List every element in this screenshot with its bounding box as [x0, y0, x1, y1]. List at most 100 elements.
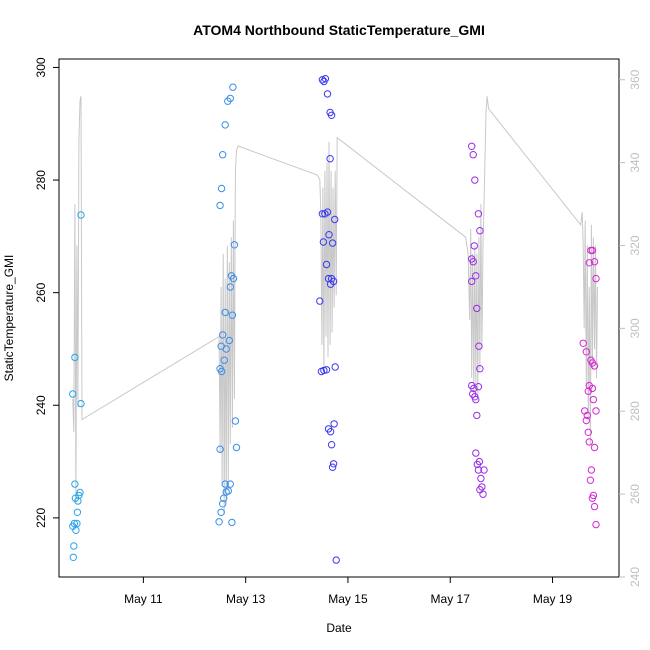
- scatter-point: [588, 384, 597, 393]
- scatter-point: [216, 445, 224, 453]
- scatter-point: [590, 258, 599, 266]
- scatter-point: [232, 443, 241, 452]
- scatter-point: [316, 297, 324, 305]
- scatter-point: [69, 390, 77, 398]
- scatter-point: [585, 438, 593, 446]
- scatter-point: [590, 362, 599, 370]
- x-tick-label: May 15: [328, 592, 368, 606]
- scatter-point: [587, 466, 596, 474]
- scatter-point: [219, 331, 227, 339]
- scatter-point: [321, 75, 330, 83]
- scatter-point: [480, 466, 488, 474]
- y-axis-left: 220 240 260 280 300: [34, 57, 59, 528]
- scatter-point: [473, 411, 481, 420]
- scatter-point: [217, 508, 225, 516]
- scatter-point: [325, 231, 333, 239]
- y-tick-label: 240: [34, 395, 48, 415]
- y-tick-label: 220: [34, 508, 48, 528]
- scatter-point: [319, 238, 328, 246]
- scatter-point: [476, 227, 484, 235]
- temperature-line-layer: [72, 96, 598, 515]
- scatter-point: [220, 494, 228, 502]
- scatter-point: [318, 210, 327, 218]
- scatter-point: [219, 151, 227, 159]
- scatter-point: [72, 526, 80, 534]
- scatter-point: [221, 308, 229, 317]
- scatter-point: [216, 201, 224, 210]
- scatter-point: [77, 211, 85, 219]
- y2-tick-label: 300: [628, 318, 642, 338]
- scatter-point: [225, 336, 234, 345]
- x-tick-label: May 11: [124, 592, 163, 606]
- scatter-points-layer: [69, 75, 600, 564]
- scatter-point: [479, 490, 487, 498]
- scatter-point: [74, 497, 82, 505]
- scatter-point: [323, 90, 332, 98]
- scatter-point: [328, 239, 337, 247]
- scatter-point: [327, 441, 336, 449]
- scatter-point: [476, 365, 484, 373]
- scatter-point: [226, 283, 235, 291]
- y2-tick-label: 260: [628, 484, 642, 504]
- scatter-point: [230, 241, 239, 249]
- scatter-point: [584, 428, 592, 436]
- scatter-point: [329, 277, 338, 286]
- scatter-point: [585, 259, 593, 267]
- scatter-point: [472, 449, 480, 457]
- scatter-point: [475, 342, 483, 350]
- scatter-point: [221, 480, 229, 488]
- scatter-point: [582, 348, 590, 356]
- scatter-point: [469, 151, 477, 159]
- scatter-point: [592, 274, 600, 283]
- scatter-point: [327, 111, 336, 120]
- scatter-point: [470, 384, 478, 393]
- scatter-point: [224, 487, 233, 495]
- scatter-point: [592, 520, 600, 529]
- scatter-point: [329, 460, 338, 468]
- chart-title: ATOM4 Northbound StaticTemperature_GMI: [193, 22, 485, 38]
- scatter-point: [331, 363, 339, 371]
- scatter-point: [468, 277, 476, 286]
- scatter-point: [76, 488, 84, 497]
- scatter-point: [587, 246, 595, 255]
- y2-tick-label: 340: [628, 152, 642, 172]
- scatter-point: [328, 463, 337, 471]
- scatter-point: [589, 395, 598, 404]
- scatter-point: [229, 83, 237, 91]
- scatter-point: [474, 383, 483, 391]
- y2-tick-label: 240: [628, 567, 642, 587]
- scatter-point: [469, 258, 477, 266]
- scatter-point: [322, 366, 331, 374]
- scatter-point: [476, 486, 484, 494]
- scatter-point: [326, 428, 335, 436]
- y-tick-label: 300: [34, 57, 48, 77]
- scatter-point: [322, 260, 331, 269]
- scatter-point: [472, 272, 480, 280]
- scatter-point: [468, 142, 476, 151]
- x-axis: May 11 May 13 May 15 May 17 May 19: [124, 577, 573, 606]
- scatter-point: [326, 155, 334, 163]
- scatter-point: [332, 556, 340, 564]
- scatter-point: [579, 339, 587, 347]
- scatter-point: [217, 367, 226, 376]
- x-tick-label: May 17: [431, 592, 471, 606]
- scatter-point: [73, 508, 82, 516]
- scatter-point: [231, 417, 240, 425]
- x-axis-label: Date: [326, 621, 352, 635]
- scatter-point: [69, 553, 78, 561]
- y2-tick-label: 360: [628, 69, 642, 89]
- scatter-point: [221, 121, 229, 129]
- scatter-point: [228, 518, 236, 527]
- scatter-point: [70, 542, 78, 550]
- scatter-point: [590, 443, 599, 452]
- scatter-point: [471, 176, 479, 184]
- scatter-point: [226, 94, 235, 103]
- scatter-point: [583, 411, 591, 420]
- x-tick-label: May 13: [226, 592, 266, 606]
- scatter-point: [71, 353, 79, 362]
- scatter-point: [477, 474, 485, 483]
- scatter-point: [215, 518, 223, 526]
- y2-tick-label: 280: [628, 401, 642, 421]
- scatter-point: [588, 246, 597, 255]
